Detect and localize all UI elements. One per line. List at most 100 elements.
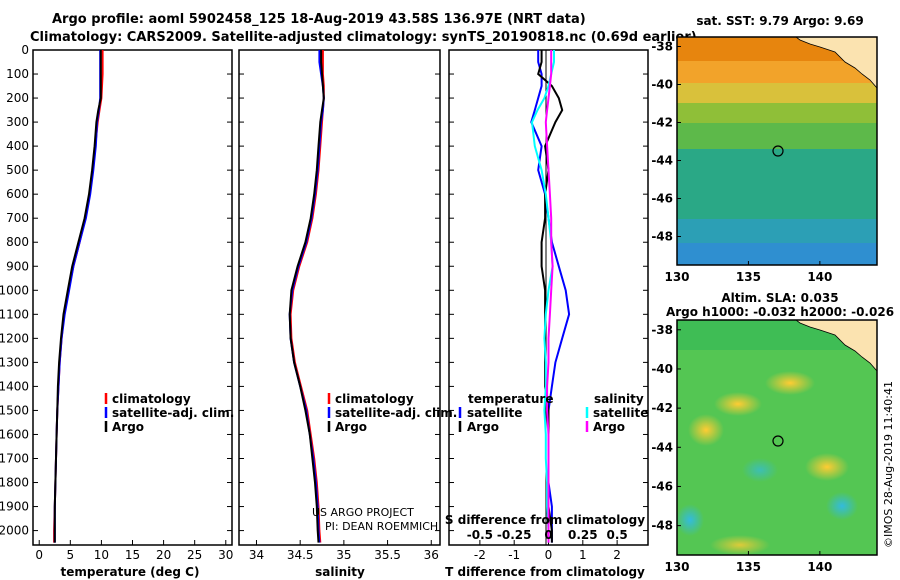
depth-tick-label: 800 [6,235,29,249]
timestamp: ©IMOS 28-Aug-2019 11:40:41 [882,381,895,548]
depth-tick-label: 0 [21,43,29,57]
map-y-tick-label: -40 [651,78,673,92]
salinity-legend: climatology satellite-adj. clim. Argo [327,392,457,434]
x-tick-label: -2 [474,548,486,562]
depth-tick-label: 100 [6,67,29,81]
map-y-tick-label: -46 [651,479,673,493]
legend-label-satellite: satellite-adj. clim. [112,406,234,420]
legend-heading-salinity: salinity [594,392,644,406]
map-x-tick-label: 130 [664,560,689,574]
depth-tick-label: 1800 [0,476,29,490]
depth-tick-label: 1200 [0,331,29,345]
x-tick-label: 36 [424,548,439,562]
depth-tick-label: 1900 [0,500,29,514]
s-diff-tick-label: 0 [544,528,552,542]
sst-map-title: sat. SST: 9.79 Argo: 9.69 [696,14,863,28]
x-tick-label: 1 [579,548,587,562]
depth-tick-label: 1000 [0,283,29,297]
x-tick-label: 35 [336,548,351,562]
map-y-tick-label: -38 [651,40,673,54]
x-tick-label: -1 [508,548,520,562]
sst-map-frame [676,36,878,266]
sst-map [677,37,877,265]
s-diff-xlabel: S difference from climatology [445,513,645,527]
x-tick-labels: 0 5 10 15 20 25 30 34 34.5 35 35.5 36 -2 -1 0 1 2 -0.5 -0.… [35,528,627,562]
map-y-tick-label: -42 [651,116,673,130]
credit-pi: PI: DEAN ROEMMICH [325,520,438,533]
legend-label-s-argo: Argo [593,420,625,434]
x-tick-label: 0 [545,548,553,562]
s-diff-tick-label: -0.5 [467,528,493,542]
difference-legend: temperature satellite Argo salinity sate… [458,392,648,434]
map-y-tick-label: -46 [651,192,673,206]
map-y-tick-label: -44 [651,154,673,168]
depth-tick-label: 1100 [0,307,29,321]
map-y-tick-label: -40 [651,362,673,376]
x-tick-label: 2 [613,548,621,562]
title-line-1: Argo profile: aoml 5902458_125 18-Aug-20… [52,12,586,27]
legend-label-argo: Argo [112,420,144,434]
depth-tick-label: 900 [6,259,29,273]
x-tick-label: 35.5 [374,548,401,562]
legend-label-climatology: climatology [335,392,414,406]
panel-tick-marks [33,49,648,545]
map-y-tick-label: -48 [651,519,673,533]
x-tick-label: 20 [156,548,171,562]
sst-map-ticks: 130 135 140 -38 -40 -42 -44 -46 -48 [651,40,832,285]
legend-heading-temperature: temperature [468,392,553,406]
title-line-2: Climatology: CARS2009. Satellite-adjuste… [30,30,697,45]
depth-tick-label: 600 [6,187,29,201]
x-tick-label: 10 [94,548,109,562]
salinity-argo-diff-line [544,50,554,543]
x-tick-label: 5 [66,548,74,562]
t-diff-xlabel: T difference from climatology [445,565,645,579]
sla-map-title: Altim. SLA: 0.035 [721,291,838,305]
map-x-tick-label: 140 [807,270,832,284]
temperature-axes [32,49,233,546]
depth-tick-label: 1300 [0,355,29,369]
depth-tick-label: 1700 [0,451,29,465]
sla-map [677,320,877,555]
depth-tick-label: 400 [6,139,29,153]
s-diff-tick-label: -0.25 [497,528,532,542]
legend-label-satellite: satellite-adj. clim. [335,406,457,420]
legend-label-t-satellite: satellite [467,406,522,420]
map-x-tick-label: 135 [736,560,761,574]
map-y-tick-label: -38 [651,323,673,337]
salinity-argo-line [288,50,325,543]
x-tick-label: 15 [125,548,140,562]
x-tick-label: 34.5 [287,548,314,562]
temperature-legend: climatology satellite-adj. clim. Argo [104,392,234,434]
map-x-tick-label: 135 [736,270,761,284]
sst-profile-marker [772,145,784,157]
legend-label-climatology: climatology [112,392,191,406]
depth-axis: 0 100 200 300 400 500 600 700 800 900 1000 1100 1200… [0,43,29,538]
s-diff-tick-label: 0.25 [568,528,598,542]
profile-lines [53,50,571,543]
x-tick-label: 0 [35,548,43,562]
x-tick-label: 34 [249,548,264,562]
depth-tick-label: 1600 [0,427,29,441]
legend-label-s-satellite: satellite [593,406,648,420]
salinity-xlabel: salinity [315,565,365,579]
sla-map-ticks: 130 135 140 -38 -40 -42 -44 -46 -48 [651,323,832,574]
salinity-axes [238,49,441,546]
map-y-tick-label: -42 [651,401,673,415]
s-diff-tick-label: 0.5 [606,528,627,542]
depth-tick-label: 1400 [0,379,29,393]
depth-tick-label: 2000 [0,524,29,538]
map-y-tick-label: -48 [651,230,673,244]
sla-map-frame [676,319,878,556]
temperature-argo-line [53,50,102,543]
depth-tick-label: 500 [6,163,29,177]
credit-project: US ARGO PROJECT [312,506,414,519]
sla-profile-marker [772,435,784,447]
x-tick-label: 30 [218,548,233,562]
map-y-tick-label: -44 [651,440,673,454]
legend-label-t-argo: Argo [467,420,499,434]
legend-label-argo: Argo [335,420,367,434]
temperature-xlabel: temperature (deg C) [61,565,200,579]
x-tick-label: 25 [187,548,202,562]
depth-tick-label: 300 [6,115,29,129]
